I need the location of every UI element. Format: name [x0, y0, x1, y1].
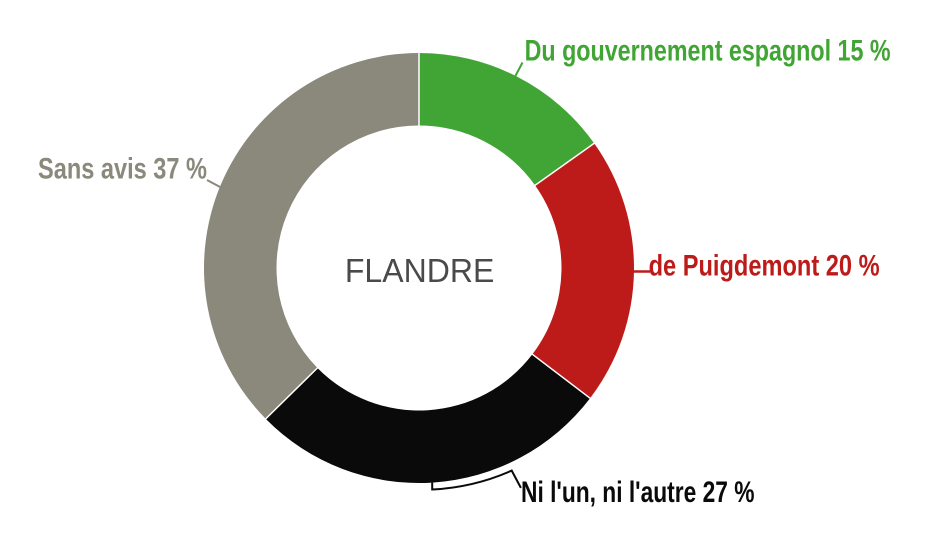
svg-text:Ni l'un, ni l'autre 27 %: Ni l'un, ni l'autre 27 % [521, 476, 755, 509]
svg-text:FLANDRE: FLANDRE [345, 253, 495, 290]
svg-text:de Puigdemont 20 %: de Puigdemont 20 % [649, 249, 880, 282]
svg-text:Du gouvernement espagnol 15 %: Du gouvernement espagnol 15 % [525, 35, 891, 68]
svg-text:Sans avis 37 %: Sans avis 37 % [38, 153, 207, 186]
